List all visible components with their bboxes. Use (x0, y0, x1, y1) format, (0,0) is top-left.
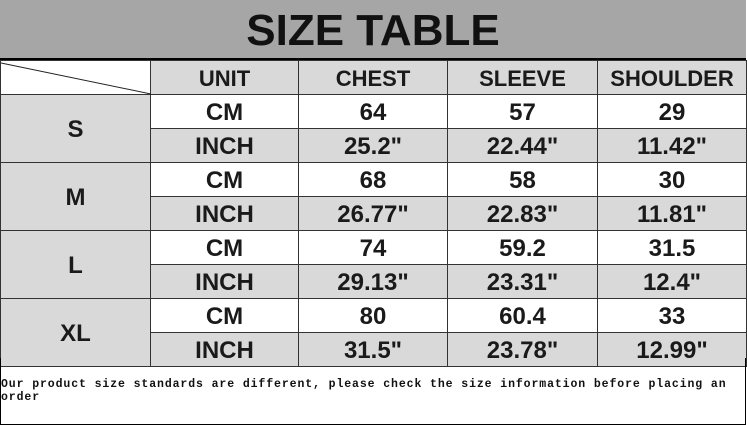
table-row-inch: INCH 29.13" 23.31" 12.4" (1, 264, 747, 299)
size-label: XL (0, 298, 151, 367)
cm-value: 57 (447, 94, 598, 129)
column-header-chest: CHEST (298, 60, 448, 95)
header-row: UNIT CHEST SLEEVE SHOULDER (0, 60, 747, 95)
table-row-cm: S CM 64 57 29 (0, 94, 747, 163)
cm-value: 31.5 (597, 230, 747, 265)
unit-cm: CM (150, 94, 299, 129)
table-row-inch: INCH 25.2" 22.44" 11.42" (1, 128, 747, 163)
cm-value: 68 (298, 162, 448, 197)
unit-cm: CM (150, 298, 299, 333)
inch-value: 22.83" (447, 196, 598, 231)
cm-value: 58 (447, 162, 598, 197)
inch-value: 12.4" (597, 264, 747, 299)
unit-cm: CM (150, 230, 299, 265)
column-header-unit: UNIT (150, 60, 299, 95)
table-row-cm: M CM 68 58 30 (0, 162, 747, 231)
table-row-inch: INCH 26.77" 22.83" 11.81" (1, 196, 747, 231)
size-table: UNIT CHEST SLEEVE SHOULDER S CM 64 57 29 INCH… (0, 60, 747, 367)
diagonal-corner-cell (0, 60, 151, 95)
cm-value: 74 (298, 230, 448, 265)
unit-inch: INCH (150, 128, 299, 163)
table-row-cm: XL CM 80 60.4 33 (0, 298, 747, 367)
cm-value: 30 (597, 162, 747, 197)
cm-value: 29 (597, 94, 747, 129)
footer-note: Our product size standards are different… (0, 358, 746, 425)
inch-value: 25.2" (298, 128, 448, 163)
size-label: M (0, 162, 151, 231)
column-header-shoulder: SHOULDER (597, 60, 747, 95)
inch-value: 23.78" (447, 332, 598, 367)
inch-value: 23.31" (447, 264, 598, 299)
unit-inch: INCH (150, 196, 299, 231)
cm-value: 64 (298, 94, 448, 129)
inch-value: 29.13" (298, 264, 448, 299)
size-label: L (0, 230, 151, 299)
inch-value: 11.42" (597, 128, 747, 163)
column-header-sleeve: SLEEVE (447, 60, 598, 95)
unit-inch: INCH (150, 264, 299, 299)
size-label: S (0, 94, 151, 163)
unit-cm: CM (150, 162, 299, 197)
cm-value: 59.2 (447, 230, 598, 265)
table-row-inch: INCH 31.5" 23.78" 12.99" (1, 332, 747, 367)
cm-value: 60.4 (447, 298, 598, 333)
inch-value: 26.77" (298, 196, 448, 231)
cm-value: 33 (597, 298, 747, 333)
page-title: SIZE TABLE (0, 0, 746, 60)
cm-value: 80 (298, 298, 448, 333)
table-row-cm: L CM 74 59.2 31.5 (0, 230, 747, 299)
inch-value: 22.44" (447, 128, 598, 163)
inch-value: 12.99" (597, 332, 747, 367)
inch-value: 11.81" (597, 196, 747, 231)
diagonal-line (1, 62, 151, 95)
unit-inch: INCH (150, 332, 299, 367)
